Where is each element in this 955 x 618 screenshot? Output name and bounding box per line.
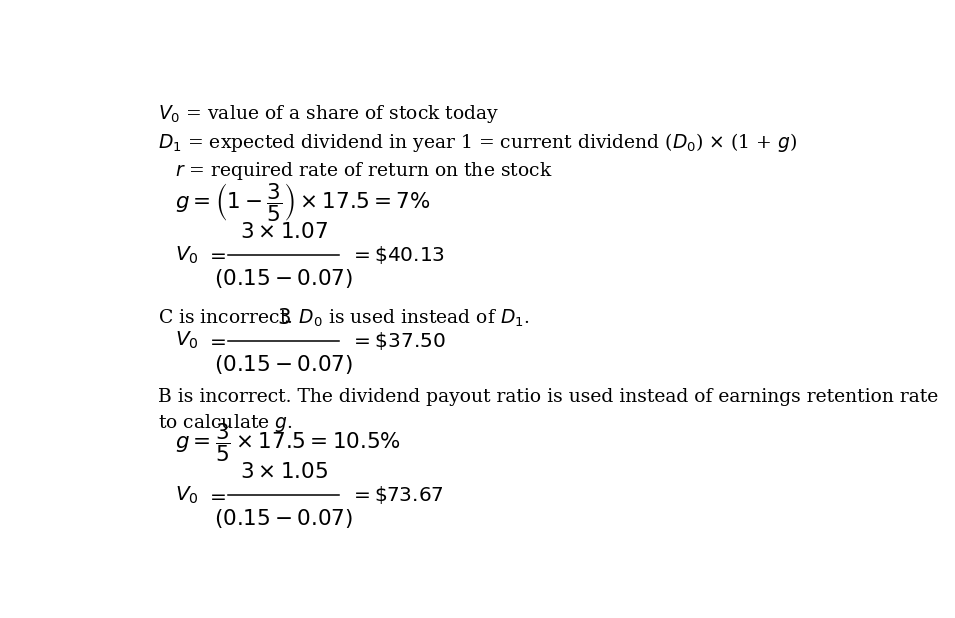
- Text: $(0.15 - 0.07)$: $(0.15 - 0.07)$: [214, 352, 353, 376]
- Text: $3 \times 1.05$: $3 \times 1.05$: [240, 462, 328, 483]
- Text: C is incorrect. $D_0$ is used instead of $D_1$.: C is incorrect. $D_0$ is used instead of…: [158, 307, 529, 329]
- Text: $V_0$: $V_0$: [175, 330, 199, 351]
- Text: $= \$73.67$: $= \$73.67$: [350, 485, 444, 506]
- Text: $V_0$ = value of a share of stock today: $V_0$ = value of a share of stock today: [158, 103, 499, 125]
- Text: to calculate $g$.: to calculate $g$.: [158, 412, 292, 434]
- Text: $=$: $=$: [206, 331, 226, 350]
- Text: $D_1$ = expected dividend in year 1 = current dividend ($D_0$) $\times$ (1 + $g$: $D_1$ = expected dividend in year 1 = cu…: [158, 131, 797, 154]
- Text: $g = \dfrac{3}{5} \times 17.5 = 10.5\%$: $g = \dfrac{3}{5} \times 17.5 = 10.5\%$: [175, 421, 401, 464]
- Text: B is incorrect. The dividend payout ratio is used instead of earnings retention : B is incorrect. The dividend payout rati…: [158, 388, 938, 406]
- Text: $= \$37.50$: $= \$37.50$: [350, 329, 446, 352]
- Text: $V_0$: $V_0$: [175, 485, 199, 506]
- Text: $(0.15 - 0.07)$: $(0.15 - 0.07)$: [214, 507, 353, 530]
- Text: $g = \left(1 - \dfrac{3}{5}\right) \times 17.5 = 7\%$: $g = \left(1 - \dfrac{3}{5}\right) \time…: [175, 181, 431, 224]
- Text: $r$ = required rate of return on the stock: $r$ = required rate of return on the sto…: [175, 160, 552, 182]
- Text: $3$: $3$: [277, 307, 290, 329]
- Text: $= \$40.13$: $= \$40.13$: [350, 244, 445, 266]
- Text: $(0.15 - 0.07)$: $(0.15 - 0.07)$: [214, 267, 353, 290]
- Text: $=$: $=$: [206, 486, 226, 505]
- Text: $=$: $=$: [206, 245, 226, 265]
- Text: $V_0$: $V_0$: [175, 244, 199, 266]
- Text: $3 \times 1.07$: $3 \times 1.07$: [240, 221, 328, 243]
